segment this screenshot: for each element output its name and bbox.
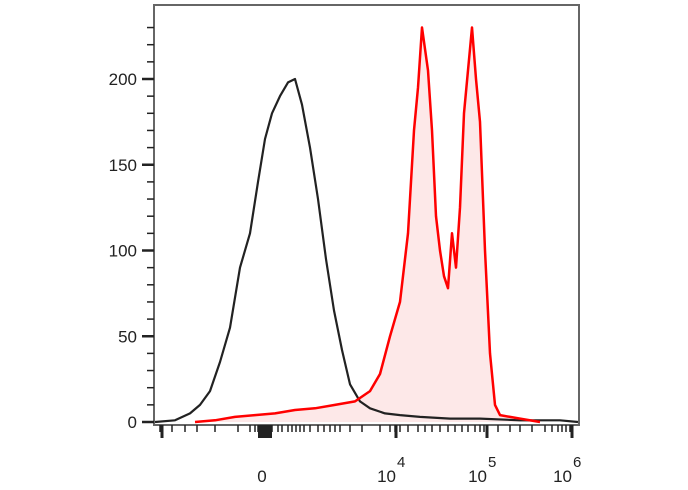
x-tick-exponent: 6	[573, 454, 581, 471]
x-tick-dense	[258, 425, 272, 438]
y-axis: 0 50 100 150 200	[109, 26, 154, 432]
x-tick-exponent: 4	[397, 454, 405, 471]
series-line	[194, 26, 541, 424]
series-fill	[195, 27, 540, 422]
y-tick-label: 150	[109, 156, 137, 175]
series-line	[154, 77, 579, 424]
x-tick-label: 10	[377, 467, 396, 486]
y-tick-label: 50	[118, 327, 137, 346]
series-layer	[154, 26, 579, 424]
x-tick-label: 10	[468, 467, 487, 486]
y-tick-label: 0	[128, 413, 137, 432]
x-tick-exponent: 5	[488, 454, 496, 471]
y-tick-label: 100	[109, 242, 137, 261]
x-tick-label: 10	[553, 467, 572, 486]
plot-frame	[153, 4, 580, 426]
y-tick-label: 200	[109, 70, 137, 89]
x-tick-label: 0	[257, 467, 266, 486]
